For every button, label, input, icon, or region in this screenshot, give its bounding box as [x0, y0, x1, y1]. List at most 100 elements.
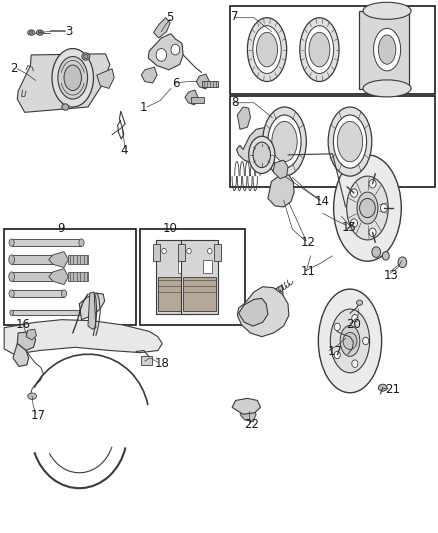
Bar — [183, 277, 216, 311]
Ellipse shape — [82, 53, 90, 60]
Ellipse shape — [257, 33, 278, 67]
Ellipse shape — [272, 122, 297, 162]
Bar — [4, 229, 136, 325]
Bar — [189, 245, 196, 261]
Ellipse shape — [61, 290, 67, 297]
Ellipse shape — [268, 115, 301, 168]
Ellipse shape — [28, 30, 35, 35]
Circle shape — [156, 49, 166, 61]
Polygon shape — [196, 74, 209, 89]
Ellipse shape — [309, 33, 330, 67]
Polygon shape — [17, 332, 35, 351]
Ellipse shape — [378, 384, 387, 391]
Polygon shape — [273, 160, 288, 179]
Text: 17: 17 — [327, 345, 342, 358]
Circle shape — [363, 337, 369, 345]
Bar — [359, 11, 409, 90]
Ellipse shape — [36, 30, 43, 35]
Bar — [141, 229, 245, 325]
Ellipse shape — [253, 142, 271, 167]
Ellipse shape — [378, 35, 396, 64]
Bar — [141, 356, 152, 366]
Text: 21: 21 — [385, 383, 400, 397]
Ellipse shape — [253, 26, 281, 74]
Bar — [178, 245, 184, 261]
Ellipse shape — [337, 122, 363, 162]
Bar — [214, 245, 221, 261]
Ellipse shape — [347, 176, 388, 240]
Polygon shape — [88, 292, 96, 329]
Circle shape — [352, 360, 358, 367]
Text: 6: 6 — [172, 77, 179, 90]
Text: 1: 1 — [139, 101, 147, 114]
Ellipse shape — [374, 28, 401, 71]
Ellipse shape — [330, 309, 370, 373]
Ellipse shape — [247, 18, 287, 82]
Ellipse shape — [318, 289, 381, 393]
Ellipse shape — [333, 115, 367, 168]
Bar — [12, 290, 64, 297]
Polygon shape — [26, 329, 36, 340]
Ellipse shape — [84, 54, 88, 59]
Ellipse shape — [9, 272, 14, 281]
Text: 12: 12 — [301, 236, 316, 249]
Polygon shape — [13, 344, 28, 367]
Bar — [153, 245, 159, 261]
Ellipse shape — [328, 107, 372, 176]
Ellipse shape — [340, 326, 360, 357]
Ellipse shape — [28, 393, 36, 399]
Circle shape — [360, 198, 375, 217]
Ellipse shape — [9, 239, 14, 246]
Circle shape — [350, 189, 357, 197]
Ellipse shape — [300, 18, 339, 82]
Polygon shape — [97, 69, 114, 88]
Bar — [202, 82, 218, 87]
Bar — [12, 239, 81, 246]
Text: 3: 3 — [65, 25, 73, 38]
Circle shape — [334, 323, 340, 330]
Circle shape — [372, 247, 381, 257]
Polygon shape — [141, 67, 157, 83]
Ellipse shape — [29, 31, 33, 34]
Ellipse shape — [357, 192, 378, 224]
Bar — [12, 310, 90, 316]
Ellipse shape — [38, 31, 42, 34]
Circle shape — [334, 351, 340, 359]
Ellipse shape — [9, 290, 14, 297]
Text: 11: 11 — [301, 265, 316, 278]
Bar — [203, 260, 212, 273]
Polygon shape — [237, 287, 289, 337]
Polygon shape — [17, 54, 110, 112]
Text: 13: 13 — [384, 269, 399, 282]
Ellipse shape — [58, 56, 88, 99]
Text: 15: 15 — [342, 221, 357, 234]
Ellipse shape — [52, 49, 93, 107]
Circle shape — [381, 204, 388, 212]
Ellipse shape — [357, 300, 363, 305]
Polygon shape — [240, 407, 256, 422]
Polygon shape — [239, 298, 268, 326]
Bar — [12, 255, 53, 264]
Ellipse shape — [334, 155, 401, 261]
Circle shape — [369, 180, 376, 188]
Text: 7: 7 — [231, 10, 239, 23]
Ellipse shape — [62, 104, 69, 110]
Polygon shape — [237, 107, 251, 130]
Circle shape — [183, 248, 187, 254]
Circle shape — [382, 252, 389, 260]
Text: 14: 14 — [315, 195, 330, 208]
Circle shape — [398, 257, 407, 268]
Bar — [230, 6, 435, 94]
Text: 17: 17 — [30, 409, 46, 422]
Bar — [181, 240, 218, 314]
Polygon shape — [268, 175, 294, 207]
Polygon shape — [237, 127, 279, 165]
Bar — [68, 255, 88, 264]
Text: 8: 8 — [231, 96, 239, 109]
Text: 22: 22 — [244, 418, 259, 431]
Polygon shape — [148, 34, 183, 70]
Text: 10: 10 — [163, 222, 178, 235]
Bar — [191, 98, 204, 103]
Circle shape — [343, 333, 357, 350]
Bar — [178, 260, 187, 273]
